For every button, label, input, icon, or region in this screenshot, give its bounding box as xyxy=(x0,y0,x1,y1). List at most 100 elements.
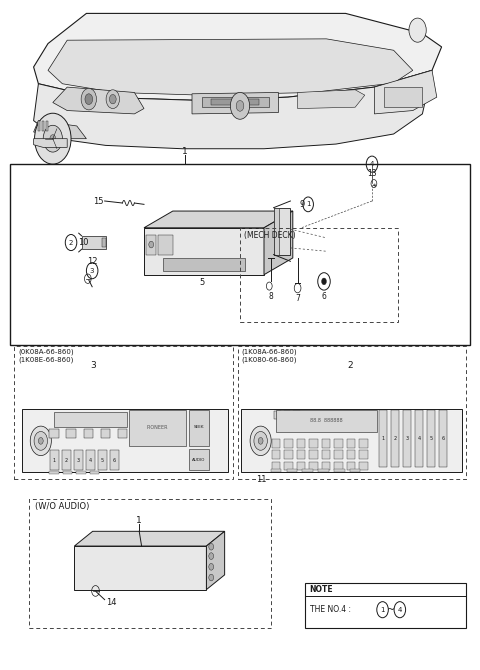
Circle shape xyxy=(38,438,43,444)
Bar xyxy=(202,97,269,107)
Bar xyxy=(415,410,423,467)
Bar xyxy=(347,450,355,459)
Text: 1: 1 xyxy=(53,458,56,463)
Text: SEEK: SEEK xyxy=(193,425,204,429)
Bar xyxy=(49,429,59,438)
Text: 5: 5 xyxy=(199,278,204,287)
Bar xyxy=(427,410,435,467)
Bar xyxy=(309,462,318,470)
Text: 4: 4 xyxy=(370,161,374,167)
Circle shape xyxy=(230,92,250,119)
Bar xyxy=(144,228,264,275)
Bar xyxy=(359,439,368,448)
Text: 4: 4 xyxy=(89,458,92,463)
Text: (W/O AUDIO): (W/O AUDIO) xyxy=(35,502,89,511)
Bar xyxy=(46,121,48,131)
Text: 1: 1 xyxy=(182,147,188,156)
Text: 15: 15 xyxy=(93,196,103,206)
Bar xyxy=(272,462,280,470)
Text: PIONEER: PIONEER xyxy=(147,425,168,430)
Bar xyxy=(163,258,245,271)
Circle shape xyxy=(236,100,244,111)
Text: 2: 2 xyxy=(69,240,73,245)
Bar xyxy=(276,410,377,432)
Text: 5: 5 xyxy=(101,458,104,463)
Bar xyxy=(359,450,368,459)
Bar xyxy=(38,121,40,131)
Bar xyxy=(284,439,293,448)
Bar xyxy=(359,462,368,470)
Bar xyxy=(101,429,110,438)
Text: 4: 4 xyxy=(418,436,420,441)
Circle shape xyxy=(209,563,214,570)
Text: 1: 1 xyxy=(136,516,142,525)
Polygon shape xyxy=(264,211,293,275)
Bar xyxy=(284,411,290,419)
Bar xyxy=(29,499,271,628)
Polygon shape xyxy=(74,531,225,546)
Bar xyxy=(272,450,280,459)
Polygon shape xyxy=(144,211,293,228)
Bar xyxy=(379,410,387,467)
Text: 3: 3 xyxy=(406,436,408,441)
Polygon shape xyxy=(48,39,413,95)
Bar xyxy=(334,462,343,470)
Bar xyxy=(284,462,293,470)
Bar xyxy=(439,410,447,467)
Text: 8: 8 xyxy=(269,291,274,301)
Text: (0K08A-66-860): (0K08A-66-860) xyxy=(18,348,74,355)
Bar xyxy=(274,411,281,419)
Text: (MECH DECK): (MECH DECK) xyxy=(244,231,296,240)
Polygon shape xyxy=(34,13,442,101)
Bar xyxy=(238,346,466,479)
Bar xyxy=(297,450,305,459)
Text: (1K08E-66-860): (1K08E-66-860) xyxy=(18,356,73,363)
Circle shape xyxy=(35,113,71,164)
Bar xyxy=(90,471,99,474)
Circle shape xyxy=(109,94,116,104)
Bar xyxy=(284,450,293,459)
Bar xyxy=(309,439,318,448)
Bar xyxy=(189,449,209,470)
Bar xyxy=(274,208,290,255)
Bar xyxy=(74,450,83,470)
Bar xyxy=(129,410,186,446)
Text: 12: 12 xyxy=(87,257,97,266)
Text: 1: 1 xyxy=(306,202,311,207)
Bar xyxy=(403,410,411,467)
Bar xyxy=(305,583,466,628)
Circle shape xyxy=(209,553,214,559)
Text: (1K080-66-860): (1K080-66-860) xyxy=(241,356,297,363)
Circle shape xyxy=(81,88,96,110)
Bar xyxy=(66,429,76,438)
Bar xyxy=(272,439,280,448)
Bar xyxy=(49,471,59,474)
Text: 13: 13 xyxy=(367,169,377,178)
Bar xyxy=(54,412,127,427)
Text: 9: 9 xyxy=(300,200,305,209)
Bar xyxy=(391,410,399,467)
Circle shape xyxy=(409,18,426,42)
Text: 2: 2 xyxy=(65,458,68,463)
Polygon shape xyxy=(34,70,432,149)
Bar xyxy=(118,429,127,438)
Bar xyxy=(347,462,355,470)
Bar xyxy=(50,450,59,470)
Text: 14: 14 xyxy=(106,598,116,607)
Circle shape xyxy=(43,125,62,152)
Text: 2: 2 xyxy=(394,436,396,441)
Polygon shape xyxy=(206,531,225,590)
Bar xyxy=(74,546,206,590)
Bar xyxy=(98,450,107,470)
Polygon shape xyxy=(192,92,278,114)
Bar xyxy=(10,164,470,345)
Bar xyxy=(271,469,281,472)
Text: (1K08A-66-860): (1K08A-66-860) xyxy=(241,348,297,355)
Text: 3: 3 xyxy=(91,361,96,371)
Bar xyxy=(302,469,313,472)
Bar xyxy=(241,409,462,472)
Circle shape xyxy=(34,431,48,450)
Text: 1: 1 xyxy=(380,607,385,612)
Text: AUDIO: AUDIO xyxy=(192,458,205,462)
Circle shape xyxy=(30,426,51,456)
